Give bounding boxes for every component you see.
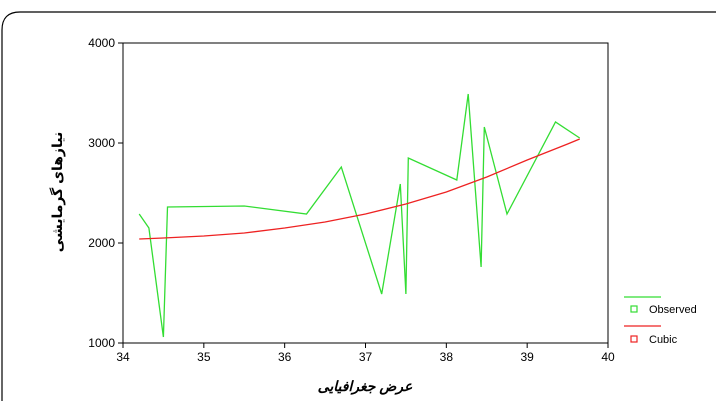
plot-area [122, 42, 609, 344]
y-tick-label: 3000 [88, 136, 115, 150]
y-tick-label: 2000 [88, 236, 115, 250]
x-tick-label: 38 [440, 350, 454, 364]
x-tick-label: 40 [601, 350, 615, 364]
legend-cubic-label: Cubic [649, 334, 678, 346]
legend-cubic-marker [630, 335, 638, 343]
legend-observed-label: Observed [649, 304, 697, 316]
y-axis: 1000 2000 3000 4000 [88, 36, 123, 350]
y-tick-label: 1000 [88, 336, 115, 350]
x-axis-label: عرض جغرافیایی [318, 378, 413, 395]
x-tick-label: 35 [197, 350, 211, 364]
y-axis-label: نیازهای گرمایشی [49, 132, 66, 252]
x-tick-label: 39 [520, 350, 534, 364]
series-group [138, 93, 581, 338]
x-axis: 34 35 36 37 38 39 40 [116, 343, 615, 364]
outer-frame [1, 11, 716, 401]
legend: Observed Cubic [624, 296, 697, 346]
y-tick-label: 4000 [88, 36, 115, 50]
x-tick-label: 36 [278, 350, 292, 364]
x-tick-label: 37 [359, 350, 373, 364]
series-observed-line [138, 93, 581, 338]
x-tick-label: 34 [116, 350, 130, 364]
legend-observed-marker [630, 305, 638, 313]
series-cubic-line [139, 138, 580, 240]
